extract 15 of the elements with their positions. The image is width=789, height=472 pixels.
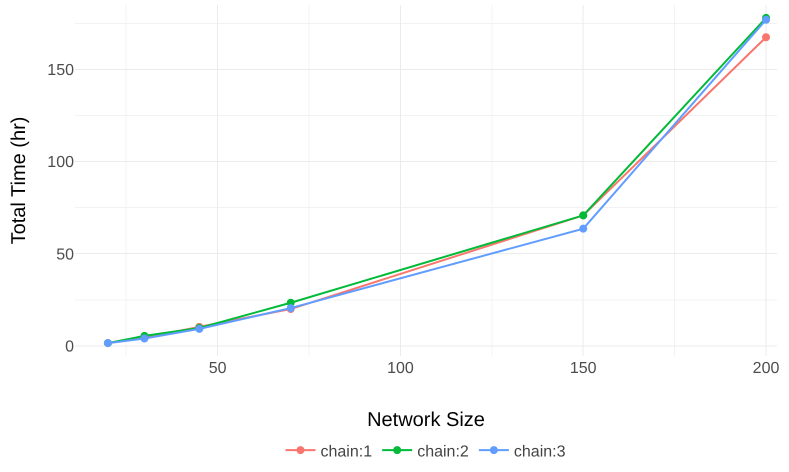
point xyxy=(579,224,588,233)
x-axis-title: Network Size xyxy=(367,409,485,431)
x-tick-label: 150 xyxy=(570,360,597,377)
legend-label: chain:1 xyxy=(320,443,372,460)
y-tick-label: 150 xyxy=(47,62,74,80)
point xyxy=(762,33,770,42)
legend-label: chain:3 xyxy=(514,443,566,460)
y-tick-label: 50 xyxy=(56,246,74,264)
y-tick-label: 0 xyxy=(65,338,74,356)
y-tick-label: 100 xyxy=(47,154,74,172)
legend-label: chain:2 xyxy=(417,443,469,460)
x-tick-label: 100 xyxy=(387,360,414,377)
y-axis-title: Total Time (hr) xyxy=(8,116,30,244)
x-tick-label: 200 xyxy=(752,360,780,377)
x-tick-label: 50 xyxy=(208,360,227,377)
